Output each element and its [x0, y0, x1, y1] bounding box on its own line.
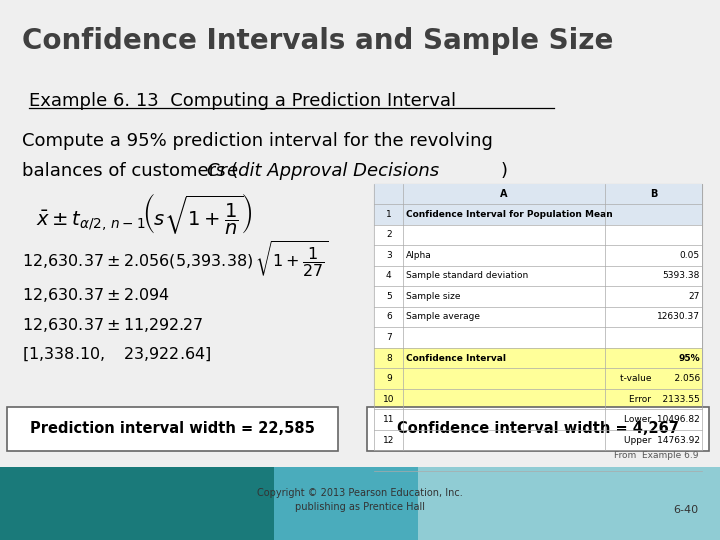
Text: Confidence Intervals and Sample Size: Confidence Intervals and Sample Size	[22, 27, 613, 55]
Polygon shape	[418, 467, 720, 540]
Text: $12{,}630.37 \pm 11{,}292.27$: $12{,}630.37 \pm 11{,}292.27$	[22, 316, 203, 334]
Text: 1: 1	[386, 210, 392, 219]
Text: 95%: 95%	[678, 354, 700, 362]
FancyBboxPatch shape	[374, 348, 702, 368]
Text: Alpha: Alpha	[406, 251, 432, 260]
Text: Lower  10496.82: Lower 10496.82	[624, 415, 700, 424]
Polygon shape	[274, 467, 418, 540]
FancyBboxPatch shape	[374, 184, 702, 450]
Text: $[1{,}338.10,\quad 23{,}922.64]$: $[1{,}338.10,\quad 23{,}922.64]$	[22, 346, 211, 363]
Text: 0.05: 0.05	[680, 251, 700, 260]
FancyBboxPatch shape	[374, 286, 702, 307]
Text: $12{,}630.37 \pm 2.094$: $12{,}630.37 \pm 2.094$	[22, 286, 169, 304]
Text: 6: 6	[386, 313, 392, 321]
FancyBboxPatch shape	[374, 184, 702, 204]
Text: 5393.38: 5393.38	[662, 272, 700, 280]
Text: Error    2133.55: Error 2133.55	[629, 395, 700, 403]
Text: $12{,}630.37 \pm 2.056(5{,}393.38)\,\sqrt{1+\dfrac{1}{27}}$: $12{,}630.37 \pm 2.056(5{,}393.38)\,\sqr…	[22, 240, 328, 280]
Text: B: B	[649, 189, 657, 199]
Text: 12: 12	[383, 436, 395, 444]
Text: Upper  14763.92: Upper 14763.92	[624, 436, 700, 444]
Polygon shape	[0, 467, 274, 540]
Text: 6-40: 6-40	[673, 505, 698, 515]
Text: Sample size: Sample size	[406, 292, 461, 301]
FancyBboxPatch shape	[7, 407, 338, 451]
FancyBboxPatch shape	[367, 407, 709, 451]
Text: Example 6. 13  Computing a Prediction Interval: Example 6. 13 Computing a Prediction Int…	[29, 92, 456, 110]
Text: 9: 9	[386, 374, 392, 383]
Text: A: A	[500, 189, 508, 199]
Text: Confidence Interval for Population Mean: Confidence Interval for Population Mean	[406, 210, 613, 219]
Text: ): )	[500, 162, 508, 180]
FancyBboxPatch shape	[374, 204, 702, 225]
FancyBboxPatch shape	[374, 368, 702, 389]
Text: Sample average: Sample average	[406, 313, 480, 321]
FancyBboxPatch shape	[374, 389, 702, 409]
FancyBboxPatch shape	[374, 409, 702, 430]
Text: 12630.37: 12630.37	[657, 313, 700, 321]
Text: 7: 7	[386, 333, 392, 342]
Text: 2: 2	[386, 231, 392, 239]
Text: 10: 10	[383, 395, 395, 403]
Text: 3: 3	[386, 251, 392, 260]
FancyBboxPatch shape	[374, 430, 702, 450]
Text: t-value        2.056: t-value 2.056	[620, 374, 700, 383]
Text: balances of customers (: balances of customers (	[22, 162, 238, 180]
FancyBboxPatch shape	[374, 307, 702, 327]
Text: Confidence interval width = 4,267: Confidence interval width = 4,267	[397, 421, 679, 436]
Text: From  Example 6.9: From Example 6.9	[614, 451, 698, 461]
Text: Prediction interval width = 22,585: Prediction interval width = 22,585	[30, 421, 315, 436]
Text: Sample standard deviation: Sample standard deviation	[406, 272, 528, 280]
Text: Confidence Interval: Confidence Interval	[406, 354, 506, 362]
FancyBboxPatch shape	[374, 266, 702, 286]
Text: 27: 27	[688, 292, 700, 301]
Text: 4: 4	[386, 272, 392, 280]
Text: Copyright © 2013 Pearson Education, Inc.
publishing as Prentice Hall: Copyright © 2013 Pearson Education, Inc.…	[257, 488, 463, 511]
Text: Credit Approval Decisions: Credit Approval Decisions	[207, 162, 438, 180]
Text: $\bar{x} \pm t_{\alpha/2,\,n-1}\!\left(s\sqrt{1+\dfrac{1}{n}}\right)$: $\bar{x} \pm t_{\alpha/2,\,n-1}\!\left(s…	[36, 192, 252, 237]
FancyBboxPatch shape	[374, 245, 702, 266]
Text: 8: 8	[386, 354, 392, 362]
FancyBboxPatch shape	[374, 225, 702, 245]
FancyBboxPatch shape	[374, 327, 702, 348]
Text: 5: 5	[386, 292, 392, 301]
Text: 11: 11	[383, 415, 395, 424]
Text: Compute a 95% prediction interval for the revolving: Compute a 95% prediction interval for th…	[22, 132, 492, 150]
